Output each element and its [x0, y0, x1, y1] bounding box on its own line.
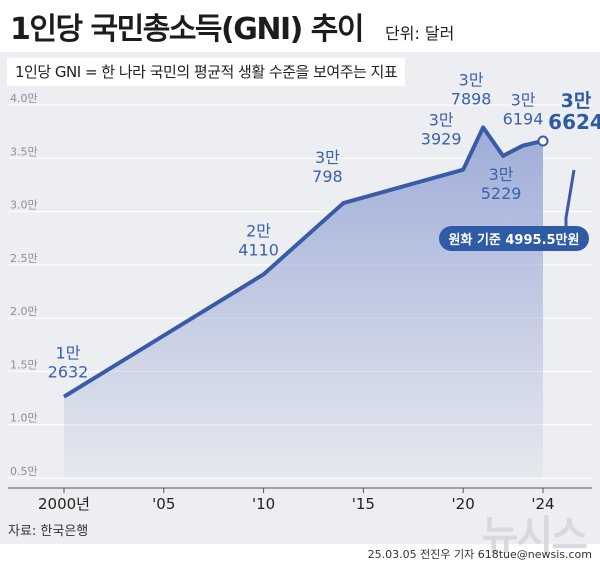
- x-tick-label: 2000년: [38, 495, 90, 513]
- data-label-top: 3만: [489, 165, 514, 184]
- data-label-value: 7898: [451, 89, 492, 108]
- data-label-top: 3만: [511, 91, 536, 110]
- data-label-value: 6194: [503, 110, 544, 129]
- data-label-value: 5229: [481, 184, 522, 203]
- x-tick-label: '15: [352, 495, 375, 513]
- y-tick-label: 2.5만: [10, 252, 38, 265]
- x-tick-label: '05: [152, 495, 175, 513]
- endpoint-marker: [537, 135, 549, 147]
- data-label-top: 3만: [561, 90, 592, 112]
- callout-pill: [439, 226, 589, 251]
- x-tick-label: '10: [252, 495, 275, 513]
- source-note: 자료: 한국은행: [8, 524, 89, 539]
- y-tick-label: 3.5만: [10, 145, 38, 158]
- data-label-value: 3929: [421, 130, 462, 149]
- y-tick-label: 1.0만: [10, 412, 38, 425]
- x-tick-label: '20: [452, 495, 475, 513]
- data-label-top: 3만: [315, 148, 340, 167]
- data-label-value: 2632: [48, 363, 89, 382]
- credit-line: 25.03.05 전진우 기자 618tue@newsis.com: [367, 548, 592, 561]
- callout-text: 원화 기준 4995.5만원: [449, 232, 580, 248]
- data-label-top: 3만: [429, 111, 454, 130]
- data-label-top: 3만: [459, 70, 484, 89]
- callout-pointer: [564, 169, 576, 230]
- data-label-top: 2만: [246, 221, 271, 240]
- series-line: [62, 125, 544, 399]
- unit-label: 단위: 달러: [385, 24, 455, 43]
- definition-box: 1인당 GNI = 한 나라 국민의 평균적 생활 수준을 보여주는 지표: [7, 58, 406, 86]
- y-tick-label: 1.5만: [10, 358, 38, 371]
- y-tick-label: 4.0만: [10, 92, 38, 105]
- area-fill: [64, 127, 543, 479]
- y-tick-label: 0.5만: [10, 465, 38, 478]
- header: 1인당 국민총소득(GNI) 추이 단위: 달러: [0, 0, 600, 52]
- data-label-top: 1만: [56, 344, 81, 363]
- newsis-logo: 뉴시스: [481, 513, 588, 559]
- x-tick-label: '24: [531, 495, 554, 513]
- y-tick-label: 2.0만: [10, 305, 38, 318]
- data-label-value: 4110: [238, 240, 279, 259]
- chart-title: 1인당 국민총소득(GNI) 추이: [10, 12, 364, 47]
- data-label-value: 6624: [548, 110, 600, 134]
- data-label-value: 798: [312, 167, 343, 186]
- y-tick-label: 3.0만: [10, 199, 38, 212]
